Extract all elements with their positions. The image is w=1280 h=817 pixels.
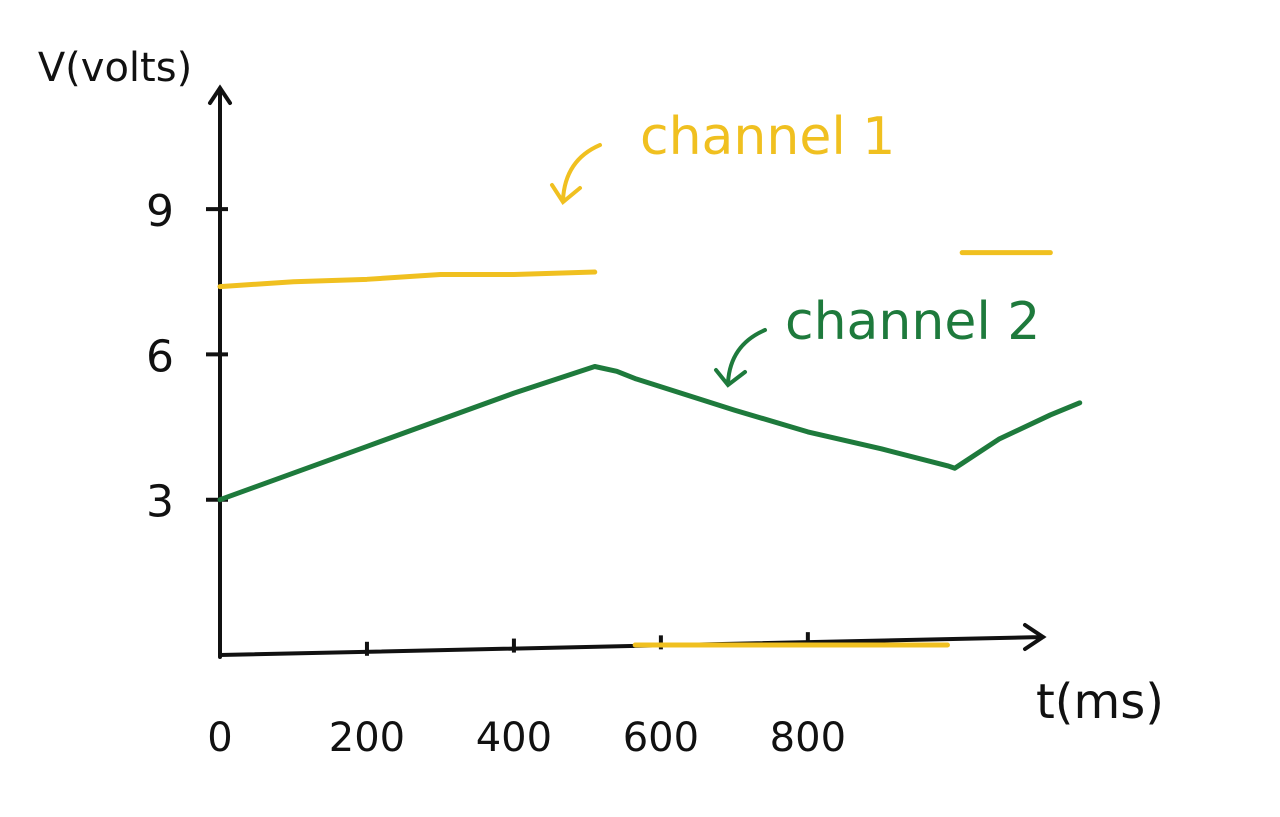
legend-label: channel 2 [785, 292, 1040, 352]
x-axis-label: t(ms) [1036, 674, 1164, 730]
x-tick-label: 0 [207, 715, 232, 761]
series-line [217, 269, 598, 290]
y-axis [208, 84, 232, 659]
y-tick-label: 3 [146, 477, 174, 528]
legend-arrow [714, 328, 767, 388]
x-axis [218, 623, 1047, 657]
series-line [217, 364, 1083, 503]
legend-arrow [550, 143, 602, 205]
x-tick-label: 600 [623, 715, 699, 761]
x-tick-label: 800 [770, 715, 846, 761]
x-tick-label: 200 [329, 715, 405, 761]
y-axis-label: V(volts) [38, 45, 192, 91]
y-tick-label: 6 [146, 331, 174, 382]
legend-label: channel 1 [640, 107, 895, 167]
y-tick-label: 9 [146, 186, 174, 237]
x-tick-label: 400 [476, 715, 552, 761]
